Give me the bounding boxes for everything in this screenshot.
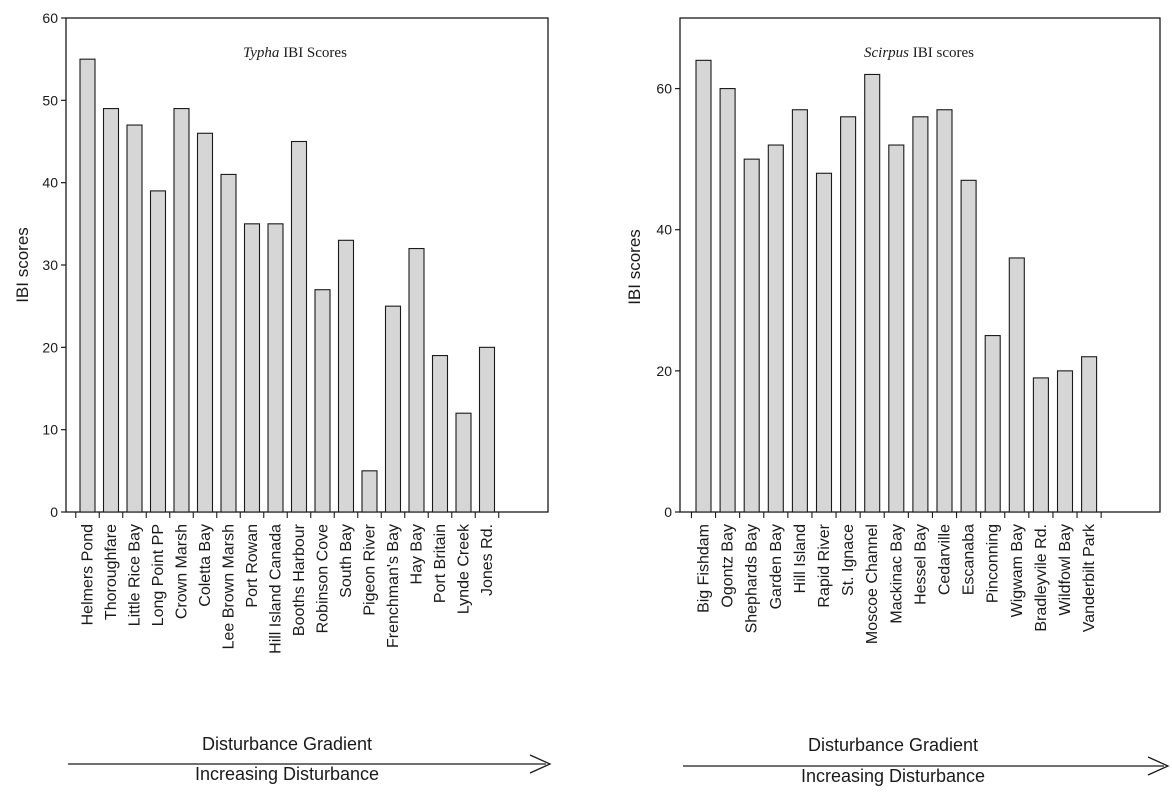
y-tick-label: 10 xyxy=(42,422,58,438)
bar xyxy=(361,470,378,513)
x-category-label: Crown Marsh xyxy=(174,524,191,619)
x-category-label: Long Point PP xyxy=(150,524,167,626)
bar xyxy=(888,144,905,513)
bar xyxy=(337,239,355,513)
x-category-label: Jones Rd. xyxy=(479,524,496,596)
bar xyxy=(478,346,496,513)
x-category-label: Garden Bay xyxy=(768,524,785,609)
bar xyxy=(267,223,284,513)
y-axis-label: IBI scores xyxy=(13,227,32,303)
y-tick-label: 30 xyxy=(42,257,58,273)
x-category-label: Little Rice Bay xyxy=(127,524,144,626)
x-category-label: Hill Island Canada xyxy=(268,524,285,654)
x-category-label: Vanderbilt Park xyxy=(1081,523,1098,632)
x-category-label: South Bay xyxy=(338,524,355,598)
bar xyxy=(431,355,449,513)
x-category-label: Robinson Cove xyxy=(315,524,332,634)
bar xyxy=(743,158,760,513)
x-category-label: Rapid River xyxy=(816,523,833,607)
bar xyxy=(912,116,929,513)
gradient-arrow-head xyxy=(529,754,552,774)
x-category-label: Thoroughfare xyxy=(103,524,120,620)
x-category-label: Port Britain xyxy=(432,524,449,603)
x-category-label: Cedarville xyxy=(937,524,954,595)
x-category-label: Pinconning xyxy=(985,524,1002,603)
x-category-label: Shephards Bay xyxy=(744,524,761,633)
chart-title-rest: IBI scores xyxy=(909,45,974,61)
y-axis-label: IBI scores xyxy=(625,229,644,305)
y-tick-label: 0 xyxy=(664,504,672,520)
bar xyxy=(290,140,308,513)
bar xyxy=(79,58,96,513)
x-category-label: Booths Harbour xyxy=(291,523,308,636)
bar xyxy=(220,173,237,513)
bar xyxy=(102,108,120,513)
bar xyxy=(815,172,833,513)
bar xyxy=(695,59,712,513)
chart-title-italic: Scirpus xyxy=(864,45,909,61)
bar xyxy=(1032,377,1049,513)
chart-panel-2: 0 20 40 60 Big Fishdam Ogontz Bay Shephards Ba… xyxy=(625,17,1170,786)
chart-title-rest: IBI Scores xyxy=(279,45,347,61)
gradient-sublabel: Increasing Disturbance xyxy=(801,766,985,786)
chart-panel-1: 0 10 20 30 40 50 60 Helmers Pond Thoroughfare Lit… xyxy=(13,10,552,784)
x-category-label: Helmers Pond xyxy=(80,524,97,625)
x-category-label: Pigeon River xyxy=(362,523,379,615)
bar xyxy=(384,305,402,513)
x-category-label: Lee Brown Marsh xyxy=(221,524,238,649)
x-category-label: Escanaba xyxy=(961,524,978,595)
y-tick-label: 50 xyxy=(42,92,58,108)
bar xyxy=(840,116,857,513)
x-category-label: Big Fishdam xyxy=(696,524,713,613)
x-category-label: Ogontz Bay xyxy=(720,524,737,608)
bar xyxy=(1056,370,1074,513)
bar xyxy=(455,412,472,513)
y-tick-label: 60 xyxy=(656,81,672,97)
x-category-label: Frenchman's Bay xyxy=(385,524,402,648)
y-tick-label: 40 xyxy=(42,175,58,191)
chart-title: Scirpus IBI scores xyxy=(864,45,974,61)
x-category-label: Wigwam Bay xyxy=(1009,524,1026,617)
x-category-label: Moscoe Channel xyxy=(864,524,881,644)
bar xyxy=(960,179,977,513)
x-category-label: Hessel Bay xyxy=(912,524,929,605)
x-category-label: Wildfowl Bay xyxy=(1057,524,1074,616)
gradient-sublabel: Increasing Disturbance xyxy=(195,764,379,784)
y-tick-label: 20 xyxy=(42,339,58,355)
y-tick-label: 0 xyxy=(50,504,58,520)
bar xyxy=(767,144,784,513)
bar xyxy=(936,109,953,513)
y-tick-label: 20 xyxy=(656,363,672,379)
bar xyxy=(719,88,736,513)
bar xyxy=(243,223,261,513)
bar xyxy=(196,132,214,513)
gradient-label: Disturbance Gradient xyxy=(202,734,372,754)
x-category-label: Port Rowan xyxy=(244,524,261,608)
x-category-label: St. Ignace xyxy=(840,524,857,596)
bar xyxy=(173,108,190,513)
bar xyxy=(864,73,881,513)
bar xyxy=(984,335,1001,513)
bar xyxy=(1081,356,1098,513)
gradient-arrow-head xyxy=(1147,756,1170,776)
x-category-label: Coletta Bay xyxy=(197,524,214,607)
x-category-label: Lynde Creek xyxy=(456,523,473,614)
y-tick-label: 60 xyxy=(42,10,58,26)
chart-title-italic: Typha xyxy=(243,45,279,61)
x-category-label: Mackinac Bay xyxy=(888,524,905,624)
gradient-label: Disturbance Gradient xyxy=(808,735,978,755)
x-category-label: Hay Bay xyxy=(409,524,426,584)
bar xyxy=(408,247,425,513)
x-category-label: Bradleyvile Rd. xyxy=(1033,524,1050,632)
x-category-label: Hill Island xyxy=(792,524,809,593)
bar xyxy=(126,124,143,513)
y-tick-label: 40 xyxy=(656,222,672,238)
bar xyxy=(149,190,167,513)
bar xyxy=(314,289,331,513)
chart-title: Typha IBI Scores xyxy=(243,45,347,61)
bar xyxy=(1008,257,1025,513)
bar xyxy=(791,109,808,513)
